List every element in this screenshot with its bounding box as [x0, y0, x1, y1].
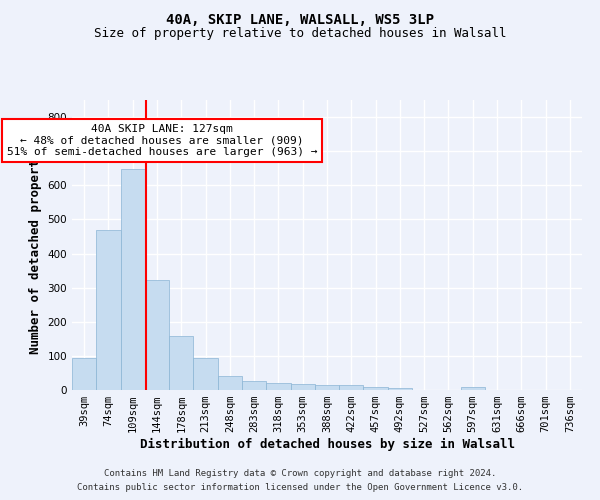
Y-axis label: Number of detached properties: Number of detached properties: [29, 136, 42, 354]
Bar: [364, 387, 388, 390]
Bar: [388, 388, 412, 390]
Bar: [266, 383, 290, 390]
Bar: [72, 358, 96, 390]
Bar: [193, 358, 218, 390]
Bar: [315, 385, 339, 390]
Text: Contains public sector information licensed under the Open Government Licence v3: Contains public sector information licen…: [77, 484, 523, 492]
Bar: [96, 230, 121, 390]
Bar: [169, 336, 193, 390]
Bar: [242, 381, 266, 390]
Bar: [290, 384, 315, 390]
Bar: [145, 280, 169, 390]
Bar: [461, 388, 485, 390]
Bar: [218, 376, 242, 390]
Bar: [121, 169, 145, 390]
Text: Contains HM Land Registry data © Crown copyright and database right 2024.: Contains HM Land Registry data © Crown c…: [104, 468, 496, 477]
Bar: [339, 385, 364, 390]
X-axis label: Distribution of detached houses by size in Walsall: Distribution of detached houses by size …: [139, 438, 515, 451]
Text: Size of property relative to detached houses in Walsall: Size of property relative to detached ho…: [94, 28, 506, 40]
Text: 40A, SKIP LANE, WALSALL, WS5 3LP: 40A, SKIP LANE, WALSALL, WS5 3LP: [166, 12, 434, 26]
Text: 40A SKIP LANE: 127sqm
← 48% of detached houses are smaller (909)
51% of semi-det: 40A SKIP LANE: 127sqm ← 48% of detached …: [7, 124, 317, 157]
